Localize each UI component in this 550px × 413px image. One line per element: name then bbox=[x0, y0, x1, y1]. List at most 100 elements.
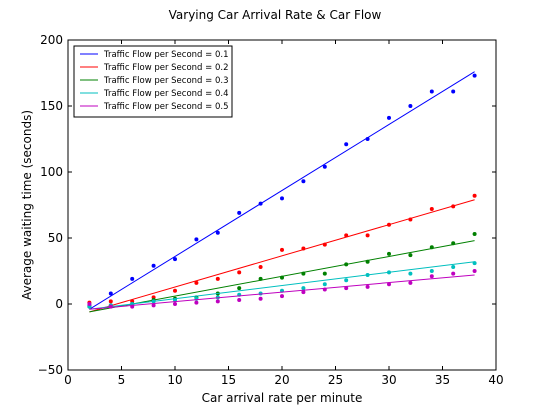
series-4-point bbox=[173, 298, 177, 303]
x-tick-label: 40 bbox=[488, 373, 503, 387]
series-3-point bbox=[280, 275, 284, 280]
series-5-point bbox=[130, 304, 135, 309]
series-1-point bbox=[322, 164, 327, 169]
series-3-point bbox=[408, 253, 413, 258]
series-5-point bbox=[151, 303, 156, 308]
series-1-point bbox=[130, 276, 135, 281]
series-1-point bbox=[344, 142, 349, 147]
legend-label: Traffic Flow per Second = 0.5 bbox=[103, 102, 229, 112]
series-2-point bbox=[173, 288, 177, 293]
series-3-point bbox=[322, 271, 327, 276]
series-2-point bbox=[387, 222, 391, 227]
series-5-point bbox=[237, 298, 242, 303]
series-3-point bbox=[451, 241, 456, 246]
series-1-point bbox=[237, 210, 242, 215]
series-3-point bbox=[237, 286, 242, 291]
series-4-point bbox=[451, 265, 456, 270]
series-1-point bbox=[108, 291, 113, 296]
series-2-point bbox=[301, 246, 306, 251]
legend: Traffic Flow per Second = 0.1 Traffic Flo… bbox=[73, 45, 233, 118]
series-3-point bbox=[301, 271, 306, 276]
series-2-point bbox=[429, 206, 434, 211]
series-4-point bbox=[365, 272, 370, 277]
y-tick-label: −50 bbox=[38, 363, 63, 377]
series-2-point bbox=[322, 242, 327, 247]
series-1-point bbox=[173, 257, 177, 262]
series-5-point bbox=[301, 290, 306, 295]
series-4-point bbox=[429, 269, 434, 273]
series-3-point bbox=[429, 245, 434, 250]
series-5-point bbox=[322, 287, 327, 292]
series-5-point bbox=[215, 299, 220, 304]
series-5-point bbox=[344, 286, 349, 291]
x-tick-label: 35 bbox=[435, 373, 450, 387]
series-4-point bbox=[344, 278, 349, 283]
x-axis-label: Car arrival rate per minute bbox=[202, 391, 363, 405]
series-2-point bbox=[108, 299, 113, 304]
series-1-point bbox=[215, 230, 220, 235]
series-1-point bbox=[280, 196, 284, 201]
y-axis-label: Average waiting time (seconds) bbox=[20, 110, 34, 300]
x-tick-label: 10 bbox=[167, 373, 182, 387]
series-2-point bbox=[451, 204, 456, 209]
series-1-point bbox=[451, 89, 456, 94]
series-3-point bbox=[387, 251, 391, 256]
series-1-point bbox=[387, 115, 391, 120]
series-2-point bbox=[344, 233, 349, 238]
series-2-point bbox=[258, 265, 263, 270]
series-2-point bbox=[472, 193, 477, 198]
x-tick-label: 0 bbox=[64, 373, 72, 387]
series-5-point bbox=[280, 294, 284, 299]
series-5-point bbox=[87, 302, 92, 306]
x-tick-label: 5 bbox=[118, 373, 126, 387]
series-5-point bbox=[387, 282, 391, 287]
series-5-point bbox=[429, 274, 434, 279]
series-1-point bbox=[365, 137, 370, 141]
y-tick-label: 100 bbox=[40, 165, 63, 179]
series-3-point bbox=[472, 232, 477, 237]
series-4-point bbox=[322, 282, 327, 287]
series-1-point bbox=[429, 89, 434, 94]
series-2-point bbox=[280, 247, 284, 252]
series-5-point bbox=[173, 302, 177, 306]
series-4-point bbox=[408, 271, 413, 276]
series-3-point bbox=[258, 276, 263, 281]
series-3-point bbox=[344, 262, 349, 267]
series-1-point bbox=[194, 237, 199, 242]
series-2-point bbox=[194, 280, 199, 285]
series-1-trend-line bbox=[89, 71, 475, 310]
y-tick-label: 0 bbox=[55, 297, 63, 311]
x-tick-label: 20 bbox=[274, 373, 289, 387]
series-1-point bbox=[301, 179, 306, 184]
series-5-point bbox=[451, 271, 456, 276]
series-5-point bbox=[258, 296, 263, 301]
x-tick-label: 25 bbox=[328, 373, 343, 387]
series-4-point bbox=[387, 270, 391, 275]
series-5-point bbox=[365, 284, 370, 289]
series-1-point bbox=[151, 263, 156, 268]
series-1-point bbox=[408, 104, 413, 108]
series-1-point bbox=[258, 201, 263, 206]
series-1-point bbox=[472, 73, 477, 78]
y-tick-label: 200 bbox=[40, 33, 63, 47]
series-4-point bbox=[472, 261, 477, 266]
y-tick-label: 50 bbox=[48, 231, 63, 245]
series-5-point bbox=[194, 300, 199, 305]
series-4-point bbox=[301, 286, 306, 291]
chart-title: Varying Car Arrival Rate & Car Flow bbox=[169, 8, 382, 22]
plot-series bbox=[87, 71, 477, 313]
legend-label: Traffic Flow per Second = 0.1 bbox=[103, 50, 229, 60]
series-2-point bbox=[237, 270, 242, 275]
series-2-point bbox=[215, 276, 220, 281]
series-5-point bbox=[472, 269, 477, 273]
x-tick-label: 15 bbox=[221, 373, 236, 387]
legend-label: Traffic Flow per Second = 0.4 bbox=[103, 89, 229, 99]
series-3-point bbox=[365, 259, 370, 264]
series-4-point bbox=[151, 299, 156, 304]
series-5-point bbox=[108, 304, 113, 309]
series-2-point bbox=[365, 233, 370, 238]
series-5-point bbox=[408, 280, 413, 285]
x-tick-label: 30 bbox=[381, 373, 396, 387]
